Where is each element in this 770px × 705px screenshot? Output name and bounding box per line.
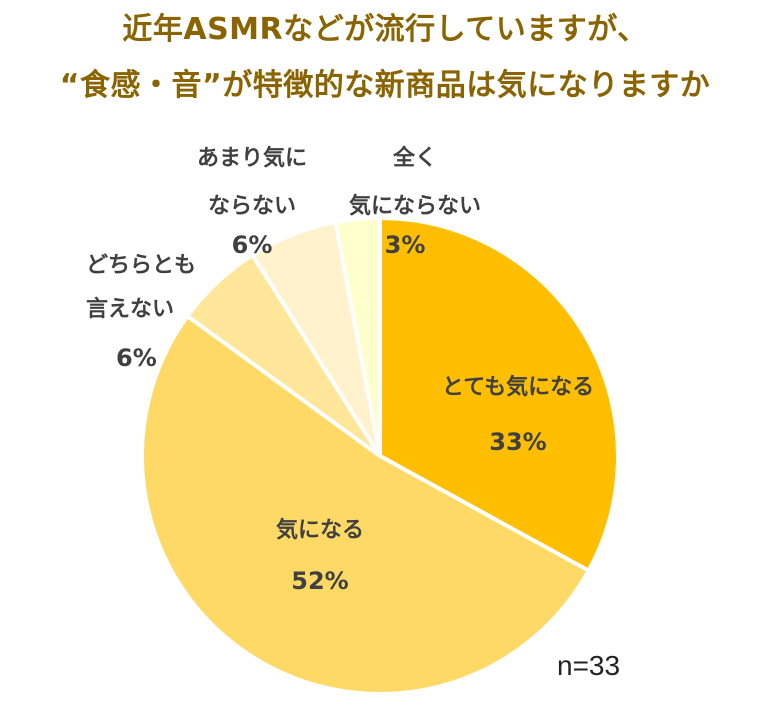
- slice-name-line-1: あまり気に: [196, 146, 307, 171]
- slice-name-line-2: 言えない: [86, 297, 175, 322]
- chart-title-line-2: “食感・音”が特徴的な新商品は気になりますか: [59, 68, 711, 103]
- chart-title-line-1: 近年ASMRなどが流行していますが、: [122, 12, 648, 47]
- slice-label-neutral: どちらとも 言えない 6%: [86, 249, 196, 375]
- pie-slice-not-interested: [333, 216, 382, 458]
- slice-name: とても気になる: [441, 375, 595, 400]
- slice-percent: 52%: [291, 567, 349, 595]
- sample-size-label: n=33: [557, 650, 621, 681]
- slice-name: 気になる: [275, 518, 364, 543]
- slice-percent: 33%: [489, 428, 547, 456]
- pie-slice-interested: [140, 314, 591, 696]
- slice-label-not-very-interested: あまり気に ならない 6%: [187, 142, 317, 262]
- slice-label-very-interested: とても気になる 33%: [418, 371, 618, 459]
- slice-name-line-2: 気にならない: [348, 194, 481, 219]
- slice-name-line-2: ならない: [207, 194, 296, 219]
- slice-percent: 6%: [231, 231, 273, 259]
- slice-name-line-1: 全く: [392, 146, 437, 171]
- slice-label-not-interested: 全く 気にならない 3%: [330, 142, 500, 262]
- slice-label-interested: 気になる 52%: [250, 514, 390, 598]
- slice-percent: 3%: [384, 231, 426, 259]
- pie-slice-very-interested: [378, 216, 620, 573]
- slice-name-line-1: どちらとも: [86, 253, 197, 278]
- slice-percent: 6%: [116, 344, 157, 372]
